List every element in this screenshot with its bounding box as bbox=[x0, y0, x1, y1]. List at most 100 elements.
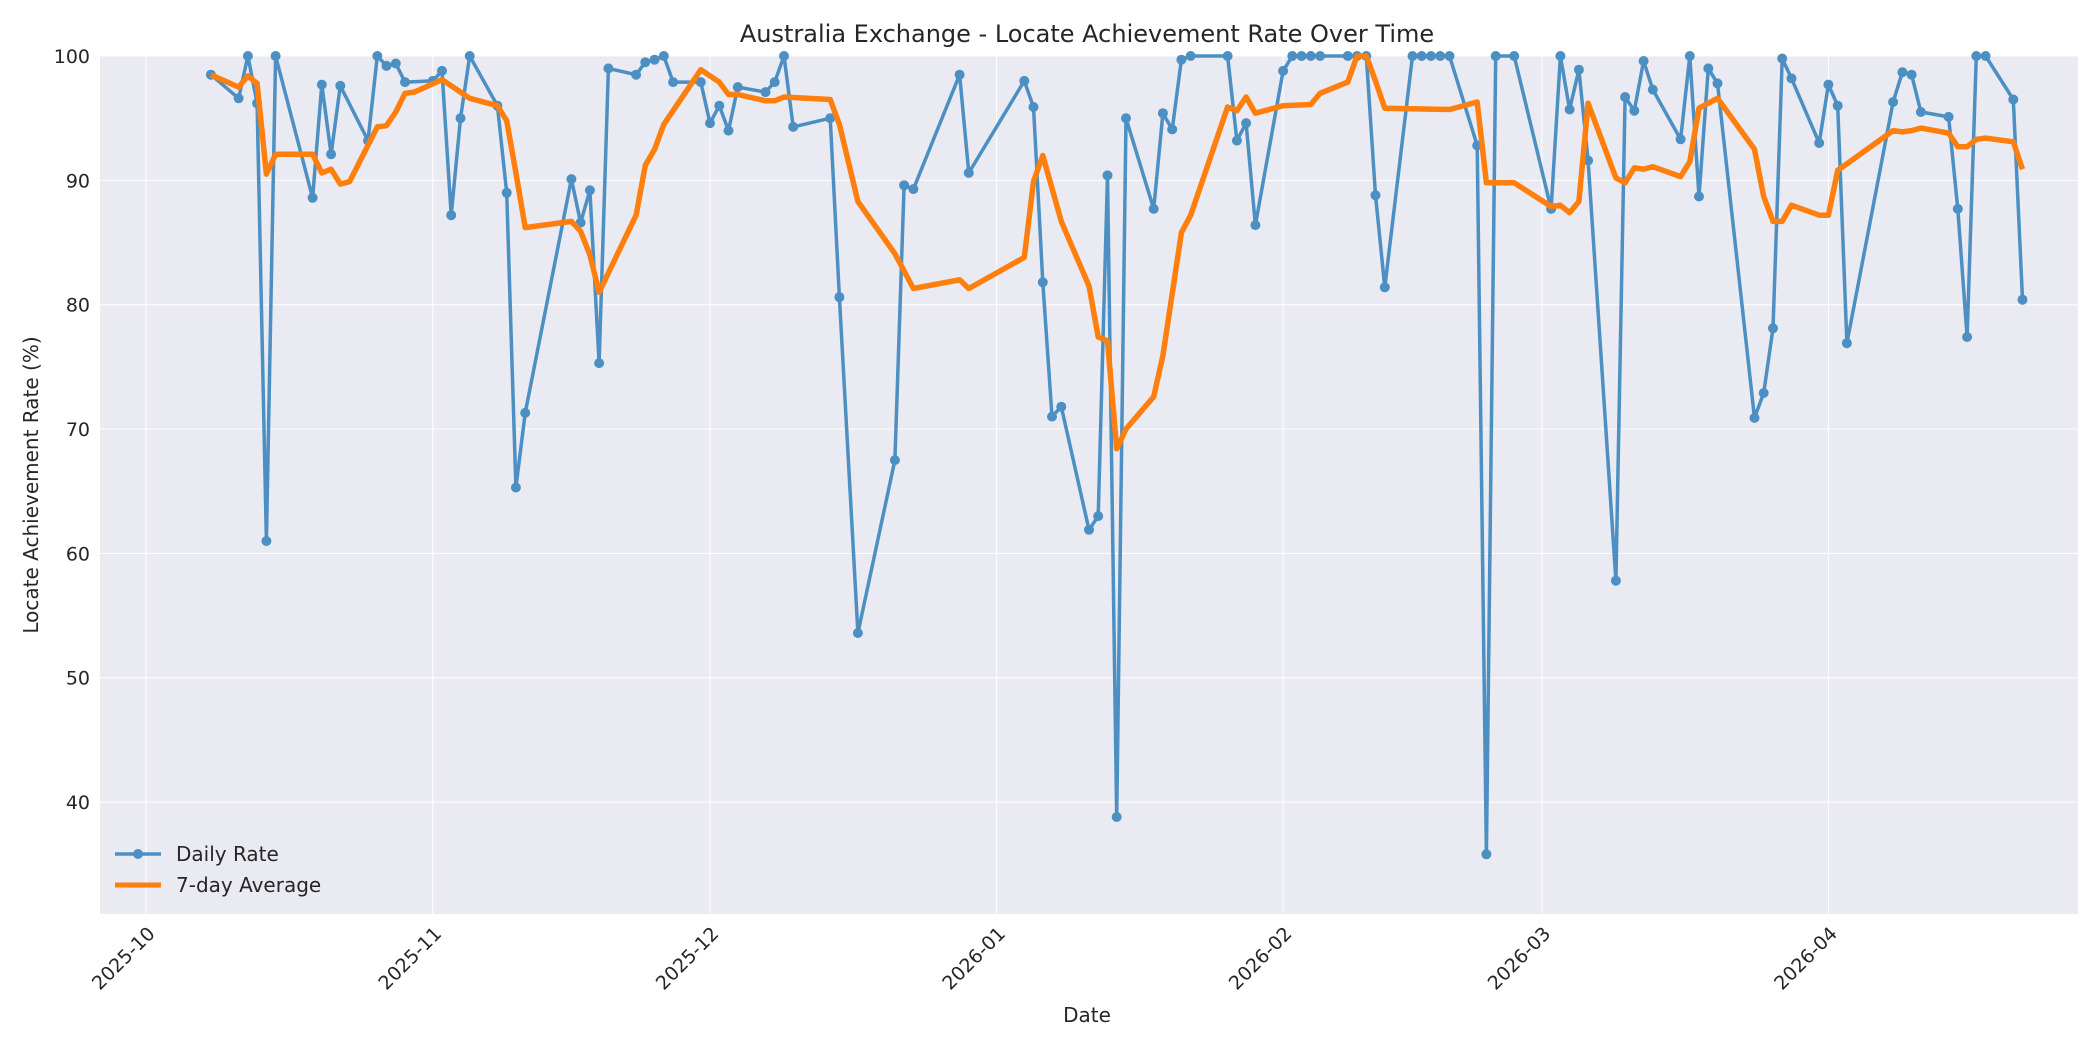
plot-area bbox=[100, 56, 2078, 914]
daily-rate-point bbox=[1019, 75, 1030, 86]
daily-rate-point bbox=[852, 628, 863, 638]
daily-rate-point bbox=[1407, 51, 1418, 61]
daily-rate-point bbox=[1278, 65, 1289, 76]
daily-rate-point bbox=[1370, 190, 1381, 201]
daily-rate-point bbox=[446, 210, 457, 221]
daily-rate-point bbox=[1943, 111, 1954, 122]
daily-rate-point bbox=[1287, 51, 1298, 61]
daily-rate-point bbox=[1148, 203, 1159, 214]
daily-rate-point bbox=[825, 113, 836, 124]
daily-rate-point bbox=[640, 57, 651, 68]
daily-rate-point bbox=[1444, 51, 1455, 61]
daily-rate-point bbox=[668, 77, 679, 88]
daily-rate-point bbox=[1814, 138, 1825, 148]
daily-rate-point bbox=[1167, 124, 1178, 135]
x-axis-label: Date bbox=[1063, 1003, 1111, 1027]
daily-rate-point bbox=[1093, 511, 1104, 522]
series-7-day-average bbox=[209, 53, 2026, 452]
legend-daily-label: Daily Rate bbox=[176, 842, 279, 866]
daily-rate-point bbox=[1564, 104, 1575, 115]
series-layer bbox=[205, 51, 2028, 860]
daily-rate-point bbox=[908, 184, 919, 195]
daily-rate-point bbox=[1102, 170, 1113, 181]
grid bbox=[100, 55, 2078, 914]
daily-rate-point bbox=[1768, 323, 1778, 334]
daily-rate-line bbox=[209, 54, 2025, 857]
daily-rate-point bbox=[1305, 51, 1316, 61]
y-axis-label: Locate Achievement Rate (%) bbox=[19, 336, 43, 633]
y-tick-label: 70 bbox=[66, 419, 90, 441]
daily-rate-point bbox=[594, 358, 605, 369]
daily-rate-point bbox=[899, 180, 910, 191]
daily-rate-point bbox=[732, 82, 743, 93]
daily-rate-point bbox=[1610, 575, 1621, 586]
daily-rate-point bbox=[326, 149, 337, 160]
daily-rate-point bbox=[1758, 388, 1769, 398]
daily-rate-point bbox=[1231, 135, 1242, 146]
daily-rate-point bbox=[1971, 51, 1982, 61]
daily-rate-point bbox=[1490, 51, 1501, 61]
daily-rate-point bbox=[307, 192, 318, 203]
daily-rate-point bbox=[1222, 51, 1233, 61]
daily-rate-point bbox=[788, 121, 799, 132]
daily-rate-point bbox=[1111, 812, 1122, 822]
daily-rate-point bbox=[963, 167, 974, 178]
daily-rate-point bbox=[1906, 69, 1917, 80]
daily-rate-point bbox=[400, 77, 410, 88]
daily-rate-point bbox=[631, 69, 642, 80]
daily-rate-point bbox=[1573, 64, 1584, 75]
daily-rate-point bbox=[1915, 107, 1926, 117]
y-tick-label: 90 bbox=[66, 170, 90, 192]
daily-rate-point bbox=[705, 118, 715, 129]
daily-rate-point bbox=[437, 65, 447, 76]
daily-rate-point bbox=[1823, 79, 1834, 90]
y-tick-label: 100 bbox=[54, 46, 90, 68]
daily-rate-point bbox=[889, 455, 900, 466]
y-tick-label: 60 bbox=[66, 543, 90, 565]
daily-rate-point bbox=[233, 93, 244, 104]
daily-rate-point bbox=[1962, 332, 1973, 342]
daily-rate-point bbox=[242, 51, 253, 61]
daily-rate-point bbox=[1342, 51, 1353, 61]
daily-rate-point bbox=[1435, 51, 1446, 61]
daily-rate-point bbox=[1980, 51, 1991, 61]
daily-rate-point bbox=[1379, 282, 1390, 293]
daily-rate-point bbox=[1647, 84, 1658, 95]
daily-rate-point bbox=[1555, 51, 1566, 61]
daily-rate-point bbox=[372, 51, 383, 61]
daily-rate-point bbox=[1121, 113, 1131, 124]
daily-rate-point bbox=[1157, 108, 1168, 119]
daily-rate-point bbox=[381, 60, 392, 71]
daily-rate-point bbox=[1315, 51, 1326, 61]
daily-rate-point bbox=[1084, 524, 1094, 535]
daily-rate-point bbox=[760, 87, 771, 98]
daily-rate-point bbox=[390, 58, 401, 69]
daily-rate-point bbox=[261, 536, 272, 546]
daily-rate-point bbox=[1056, 401, 1067, 412]
daily-rate-point bbox=[584, 185, 595, 196]
daily-rate-point bbox=[1416, 51, 1427, 61]
daily-rate-point bbox=[1426, 51, 1436, 61]
x-tick-label: 2025-11 bbox=[374, 923, 446, 995]
daily-rate-point bbox=[658, 51, 669, 61]
daily-rate-point bbox=[501, 187, 512, 198]
daily-rate-point bbox=[1176, 54, 1187, 65]
daily-rate-point bbox=[455, 113, 466, 124]
y-tick-label: 50 bbox=[66, 668, 90, 690]
daily-rate-point bbox=[1047, 411, 1057, 422]
daily-rate-point bbox=[603, 63, 614, 74]
x-tick-label: 2025-12 bbox=[652, 923, 724, 995]
y-tick-label: 80 bbox=[66, 295, 90, 317]
daily-rate-point bbox=[335, 80, 346, 91]
daily-rate-point bbox=[270, 51, 281, 61]
daily-rate-point bbox=[1786, 73, 1797, 84]
daily-rate-point bbox=[1028, 102, 1039, 112]
daily-rate-point bbox=[1675, 134, 1686, 145]
x-tick-label: 2025-10 bbox=[88, 923, 160, 995]
daily-rate-point bbox=[1888, 97, 1899, 107]
daily-rate-point bbox=[1777, 53, 1788, 64]
daily-rate-point bbox=[1684, 51, 1695, 61]
legend-daily-marker bbox=[133, 849, 143, 859]
daily-rate-point bbox=[2017, 294, 2028, 305]
daily-rate-point bbox=[954, 69, 965, 80]
